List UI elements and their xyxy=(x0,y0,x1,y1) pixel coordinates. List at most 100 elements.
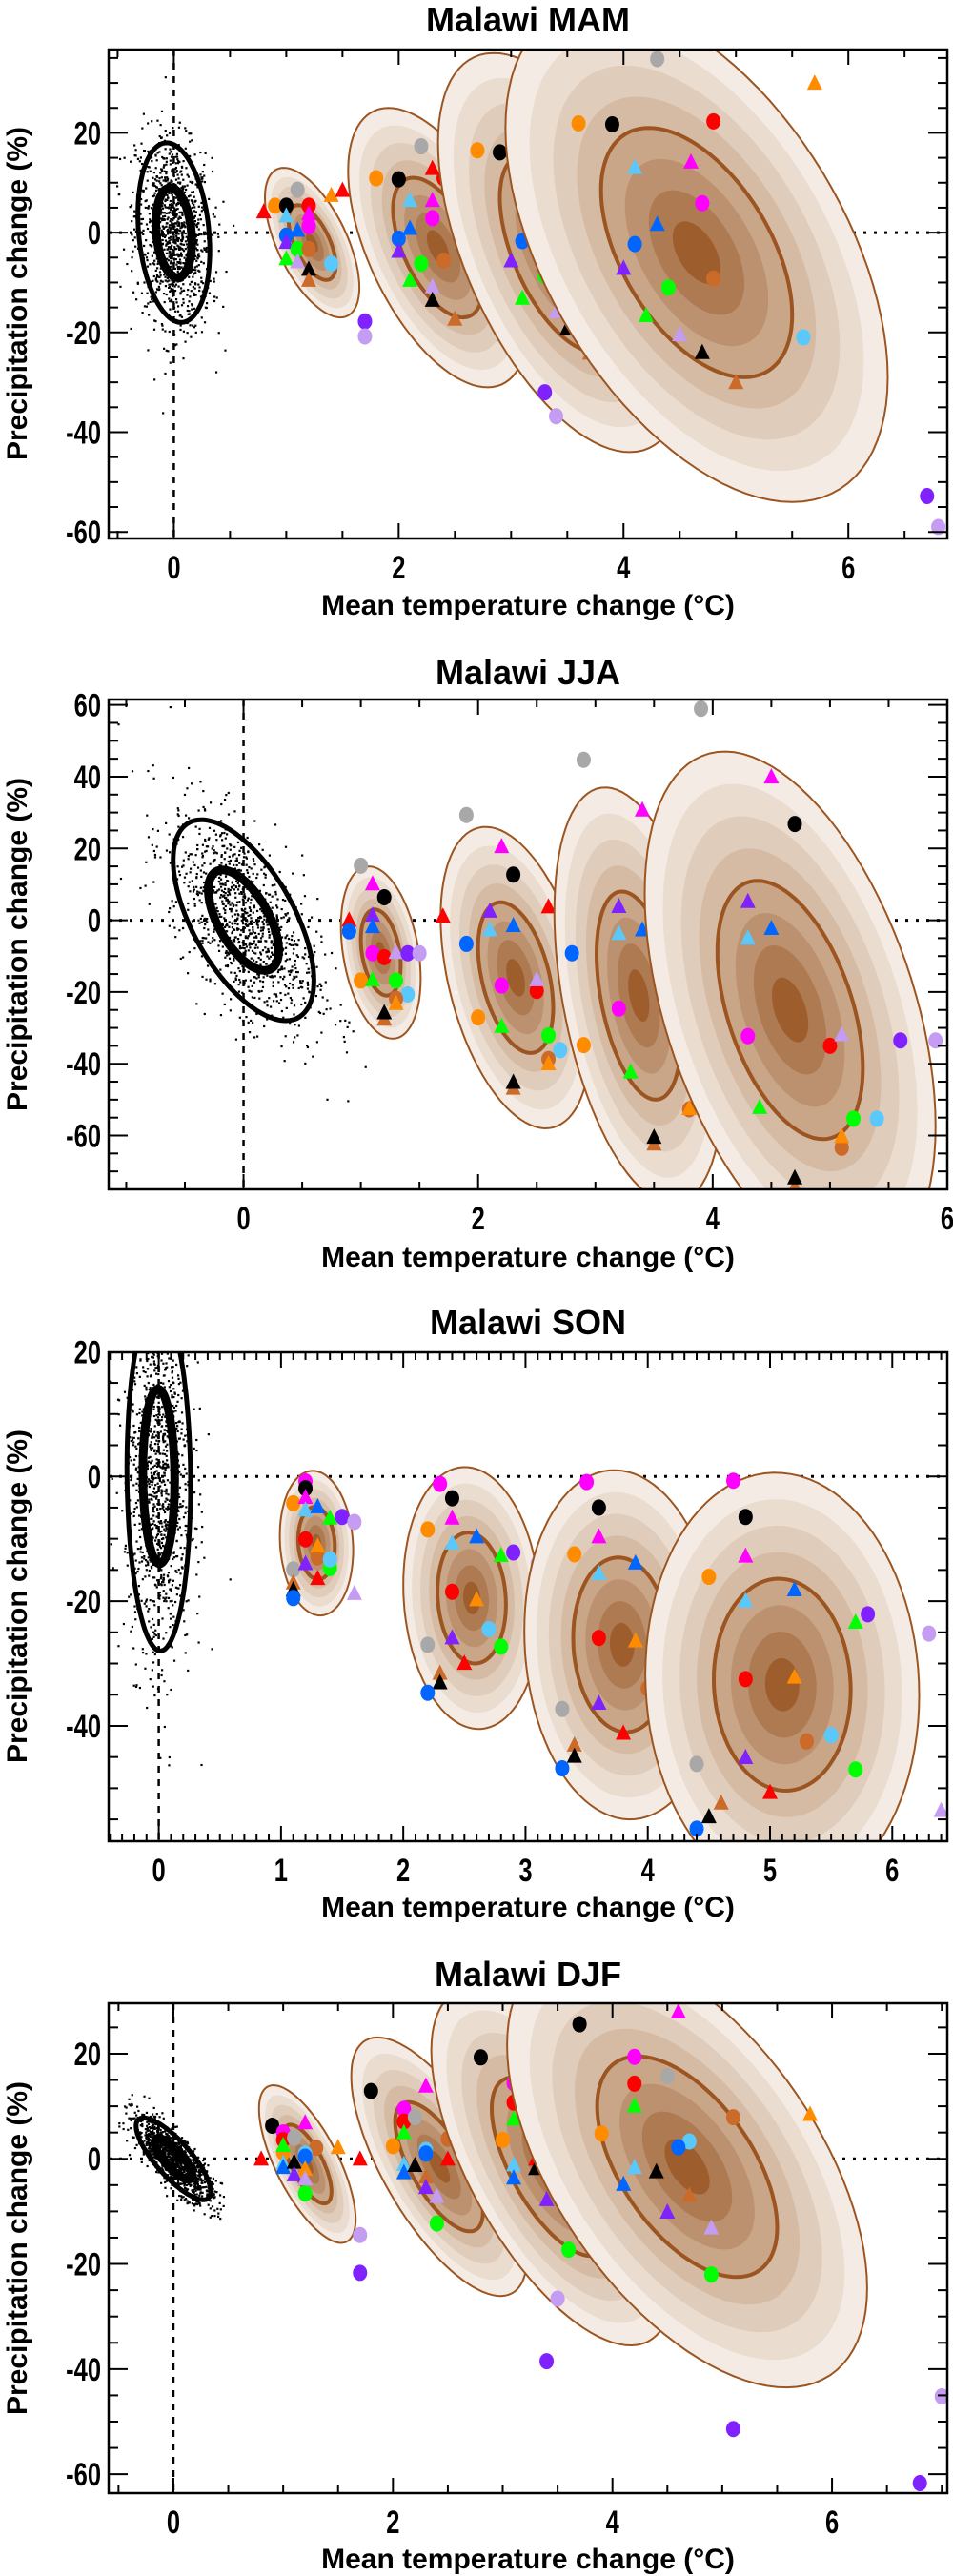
baseline-sample-dot xyxy=(203,181,207,184)
baseline-sample-dot xyxy=(176,2199,179,2201)
baseline-sample-dot xyxy=(155,288,159,291)
baseline-sample-dot xyxy=(118,2125,121,2128)
baseline-sample-dot xyxy=(194,235,197,238)
baseline-sample-dot xyxy=(156,152,159,154)
baseline-sample-dot xyxy=(165,163,168,166)
baseline-sample-dot xyxy=(197,1560,200,1564)
baseline-sample-dot xyxy=(151,1308,152,1309)
baseline-sample-dot xyxy=(282,947,285,950)
baseline-sample-dot xyxy=(133,214,137,218)
baseline-sample-dot xyxy=(194,2179,197,2181)
baseline-sample-dot xyxy=(176,270,179,274)
baseline-sample-dot xyxy=(152,1471,156,1475)
baseline-sample-dot xyxy=(155,1524,158,1528)
baseline-sample-dot xyxy=(167,1596,171,1600)
baseline-sample-dot xyxy=(158,1422,161,1425)
baseline-sample-dot xyxy=(240,909,244,912)
baseline-sample-dot xyxy=(172,2138,175,2140)
baseline-sample-dot xyxy=(204,152,207,154)
model-circle-marker xyxy=(650,51,665,68)
baseline-sample-dot xyxy=(175,213,178,215)
baseline-sample-dot xyxy=(207,838,210,841)
baseline-sample-dot xyxy=(149,2131,152,2134)
baseline-sample-dot xyxy=(180,1428,183,1430)
baseline-sample-dot xyxy=(273,993,275,996)
baseline-sample-dot xyxy=(133,228,136,231)
baseline-sample-dot xyxy=(184,851,187,854)
baseline-sample-dot xyxy=(221,992,224,995)
baseline-sample-dot xyxy=(160,176,163,179)
baseline-sample-dot xyxy=(134,1618,137,1621)
baseline-sample-dot xyxy=(123,1390,127,1393)
baseline-sample-dot xyxy=(222,844,225,848)
baseline-sample-dot xyxy=(133,1605,136,1608)
panel-title: Malawi SON xyxy=(430,1303,626,1342)
baseline-sample-dot xyxy=(152,328,156,331)
baseline-sample-dot xyxy=(177,1377,180,1380)
baseline-sample-dot xyxy=(249,902,253,904)
baseline-sample-dot xyxy=(153,1653,156,1656)
baseline-sample-dot xyxy=(154,1484,157,1487)
baseline-sample-dot xyxy=(151,1331,152,1333)
baseline-sample-dot xyxy=(169,253,172,256)
baseline-sample-dot xyxy=(148,1482,151,1486)
baseline-sample-dot xyxy=(212,936,214,940)
model-triangle-marker xyxy=(683,152,700,169)
baseline-sample-dot xyxy=(170,254,173,257)
baseline-sample-dot xyxy=(147,1456,151,1459)
baseline-sample-dot xyxy=(155,1586,158,1589)
baseline-sample-dot xyxy=(143,244,146,248)
baseline-sample-dot xyxy=(262,923,265,926)
baseline-sample-dot xyxy=(215,852,218,855)
baseline-sample-dot xyxy=(196,186,199,189)
baseline-sample-dot xyxy=(245,857,248,860)
model-circle-marker xyxy=(347,1513,362,1531)
baseline-sample-dot xyxy=(253,1036,256,1039)
baseline-sample-dot xyxy=(166,1329,168,1330)
model-circle-marker xyxy=(400,986,416,1004)
baseline-sample-dot xyxy=(227,860,230,863)
baseline-sample-dot xyxy=(182,1438,185,1441)
baseline-sample-dot xyxy=(252,911,254,914)
baseline-sample-dot xyxy=(213,215,216,218)
baseline-sample-dot xyxy=(117,723,120,726)
model-circle-marker xyxy=(848,1761,863,1778)
baseline-sample-dot xyxy=(157,1450,160,1453)
baseline-sample-dot xyxy=(161,1525,164,1528)
baseline-sample-dot xyxy=(156,1422,159,1425)
baseline-sample-dot xyxy=(153,1539,157,1542)
baseline-sample-dot xyxy=(152,182,155,185)
model-circle-marker xyxy=(555,1700,570,1717)
baseline-sample-dot xyxy=(202,223,205,227)
baseline-sample-dot xyxy=(164,1524,167,1528)
baseline-sample-dot xyxy=(160,1575,163,1579)
baseline-sample-dot xyxy=(152,1360,156,1363)
baseline-sample-dot xyxy=(155,175,158,178)
baseline-sample-dot xyxy=(161,1436,165,1439)
baseline-sample-dot xyxy=(179,1503,182,1506)
baseline-sample-dot xyxy=(193,326,195,329)
baseline-sample-dot xyxy=(156,1461,159,1465)
baseline-sample-dot xyxy=(160,1359,163,1362)
baseline-sample-dot xyxy=(176,813,179,816)
baseline-sample-dot xyxy=(174,222,177,225)
baseline-sample-dot xyxy=(206,917,209,921)
baseline-sample-dot xyxy=(208,197,211,201)
baseline-sample-dot xyxy=(184,188,188,192)
baseline-sample-dot xyxy=(152,1487,156,1490)
baseline-sample-dot xyxy=(242,861,245,863)
baseline-sample-dot xyxy=(164,1530,167,1532)
baseline-sample-dot xyxy=(153,1583,157,1586)
model-markers-4 xyxy=(694,700,943,1189)
baseline-sample-dot xyxy=(150,1471,152,1474)
baseline-sample-dot xyxy=(224,911,227,915)
baseline-sample-dot xyxy=(238,854,241,857)
baseline-sample-dot xyxy=(152,1623,155,1626)
model-triangle-marker xyxy=(786,1580,802,1596)
baseline-sample-dot xyxy=(228,957,232,960)
baseline-sample-dot xyxy=(157,1581,160,1584)
model-triangle-marker xyxy=(616,1724,632,1740)
baseline-sample-dot xyxy=(244,917,247,920)
baseline-sample-dot xyxy=(152,184,155,187)
baseline-sample-dot xyxy=(176,265,179,269)
